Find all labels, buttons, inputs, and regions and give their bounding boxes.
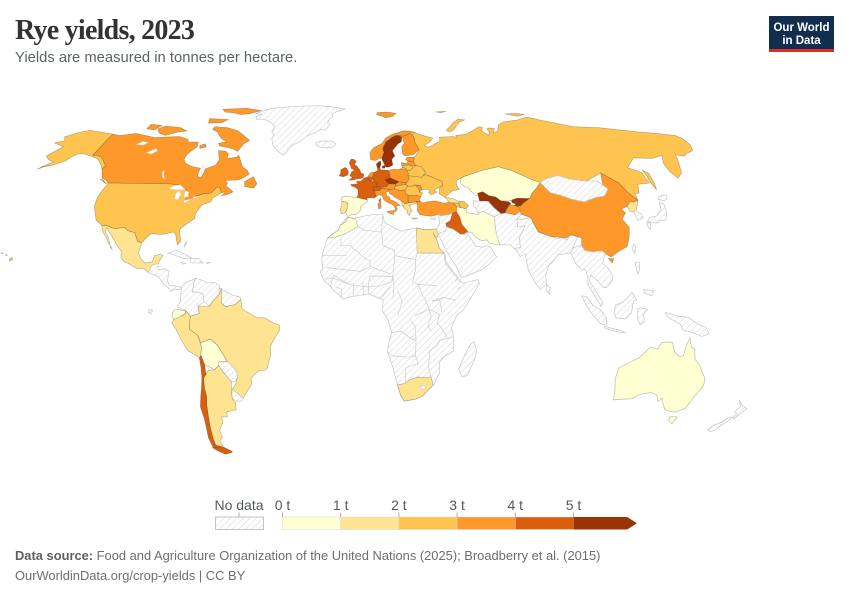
svg-text:0 t: 0 t xyxy=(275,497,291,513)
svg-text:5 t: 5 t xyxy=(566,497,582,513)
svg-text:1 t: 1 t xyxy=(333,497,349,513)
svg-text:3 t: 3 t xyxy=(449,497,465,513)
svg-text:2 t: 2 t xyxy=(391,497,407,513)
svg-text:4 t: 4 t xyxy=(508,497,524,513)
svg-text:No data: No data xyxy=(214,497,263,513)
